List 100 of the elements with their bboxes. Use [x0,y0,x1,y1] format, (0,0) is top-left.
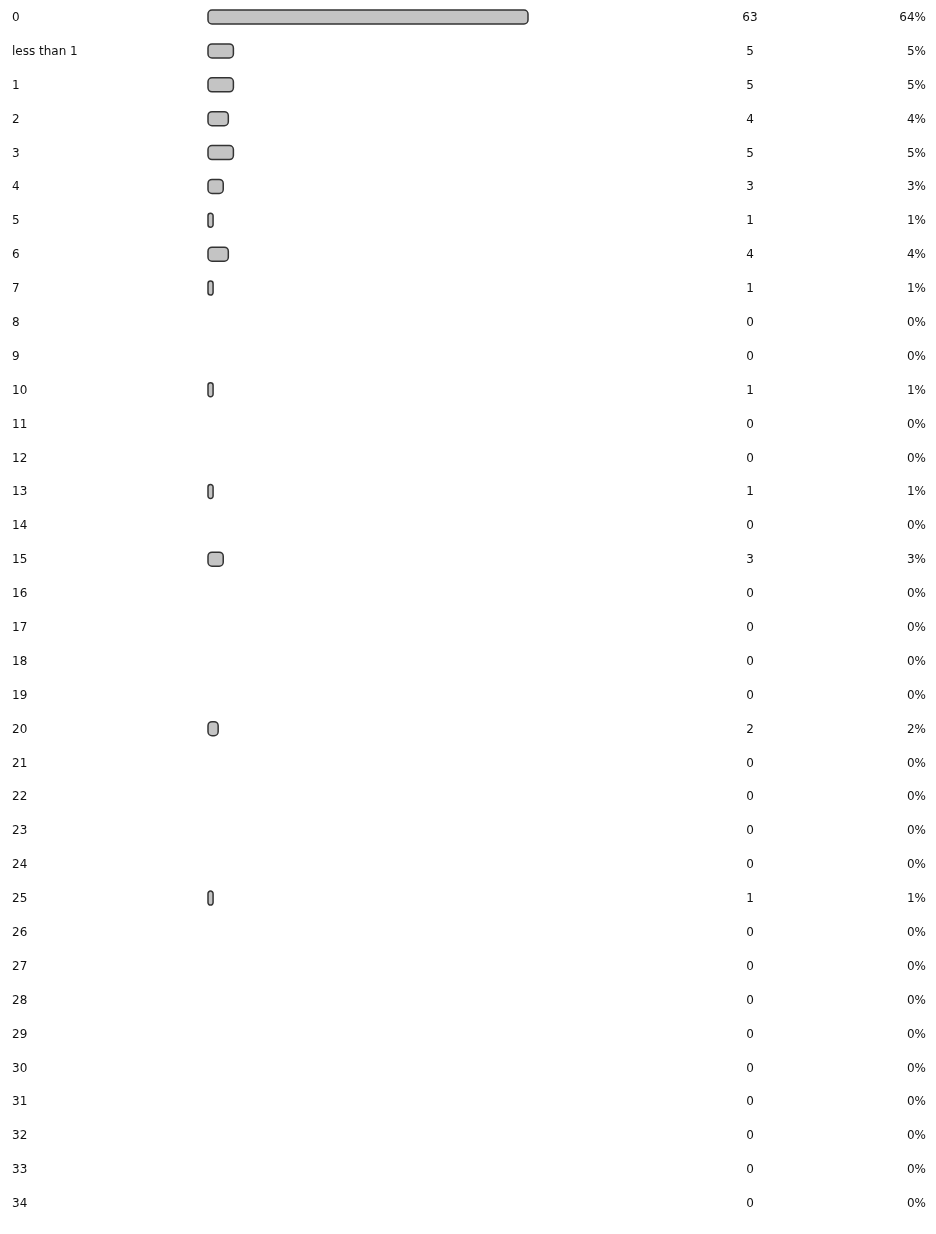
text: 4% [906,111,926,126]
data-label: 0 [746,823,754,838]
data-label: 2 [746,721,754,736]
text: 0% [906,1094,926,1109]
y-tick-label: 23 [12,823,28,838]
text: 0% [906,924,926,939]
y-tick-label: 26 [12,924,28,939]
text: 0% [906,586,926,601]
text: 0% [906,857,926,872]
text: 0% [906,518,926,533]
data-label: 1 [746,484,754,499]
y-tick-label: 29 [12,1026,28,1041]
bar [207,144,235,161]
data-label: 0 [746,857,754,872]
data-label: 3 [746,179,754,194]
y-tick-label: 28 [12,992,28,1007]
text: 1% [906,213,926,228]
data-label: 0 [746,314,754,329]
y-tick-label: 7 [12,281,20,296]
bar [207,43,235,59]
y-tick-label: 8 [12,314,20,329]
y-tick-label: 25 [12,891,28,906]
text: 1% [906,891,926,906]
y-tick-label: 21 [12,755,28,770]
y-tick-label: 27 [12,958,28,973]
y-tick-label: 5 [12,213,20,228]
y-tick-label: 34 [12,1196,28,1211]
text: 2% [906,721,926,736]
data-label: 0 [746,1026,754,1041]
text: 0% [906,1162,926,1177]
y-tick-label: 19 [12,687,28,702]
bar [207,9,529,25]
data-label: 1 [746,382,754,397]
text: 0% [906,348,926,363]
y-tick-label: 3 [12,145,20,160]
text: 0% [906,1060,926,1075]
y-tick-label: 24 [12,857,28,872]
y-tick-label: 33 [12,1162,28,1177]
text: 0% [906,1026,926,1041]
y-tick-label: 4 [12,179,20,194]
y-tick-label: 17 [12,619,28,634]
data-label: 0 [746,1094,754,1109]
y-tick-label: 1 [12,77,20,92]
data-label: 0 [746,1162,754,1177]
bar [207,246,230,262]
text: 1% [906,484,926,499]
data-label: 63 [742,9,758,24]
text: 5% [906,145,926,160]
data-label: 0 [746,586,754,601]
y-tick-label: 13 [12,484,28,499]
text: 4% [906,247,926,262]
text: 0% [906,1196,926,1211]
data-label: 0 [746,1196,754,1211]
data-label: 0 [746,450,754,465]
data-label: 0 [746,789,754,804]
y-tick-label: 31 [12,1094,28,1109]
text: 3% [906,179,926,194]
data-label: 5 [746,145,754,160]
data-label: 0 [746,653,754,668]
text: 0% [906,314,926,329]
data-label: 1 [746,281,754,296]
data-label: 0 [746,416,754,431]
y-tick-label: 30 [12,1060,28,1075]
y-tick-label: 15 [12,552,28,567]
data-label: 5 [746,43,754,58]
text: 3% [906,552,926,567]
data-label: 0 [746,958,754,973]
bar [207,77,235,93]
y-tick-label: 6 [12,247,20,262]
text: 0% [906,823,926,838]
data-label: 0 [746,1060,754,1075]
text: 1% [906,281,926,296]
data-label: 0 [746,687,754,702]
data-label: 1 [746,891,754,906]
text: 0% [906,958,926,973]
text: 0% [906,755,926,770]
y-tick-label: 20 [12,721,28,736]
text: 0% [906,450,926,465]
text: 5% [906,43,926,58]
data-label: 0 [746,1128,754,1143]
data-label: 4 [746,247,754,262]
y-tick-label: 9 [12,348,20,363]
bar [207,110,230,127]
y-tick-label: 0 [12,9,20,24]
y-tick-label: 22 [12,789,28,804]
y-tick-label: 14 [12,518,28,533]
data-label: 5 [746,77,754,92]
text: 0% [906,687,926,702]
y-tick-label: 16 [12,586,28,601]
y-tick-label: 2 [12,111,20,126]
y-tick-label: 11 [12,416,28,431]
data-label: 0 [746,755,754,770]
data-label: 0 [746,518,754,533]
y-tick-label: 32 [12,1128,28,1143]
y-tick-label: 10 [12,382,28,397]
data-label: 3 [746,552,754,567]
data-label: 0 [746,619,754,634]
data-label: 1 [746,213,754,228]
y-tick-label: less than 1 [12,43,78,58]
text: 0% [906,789,926,804]
